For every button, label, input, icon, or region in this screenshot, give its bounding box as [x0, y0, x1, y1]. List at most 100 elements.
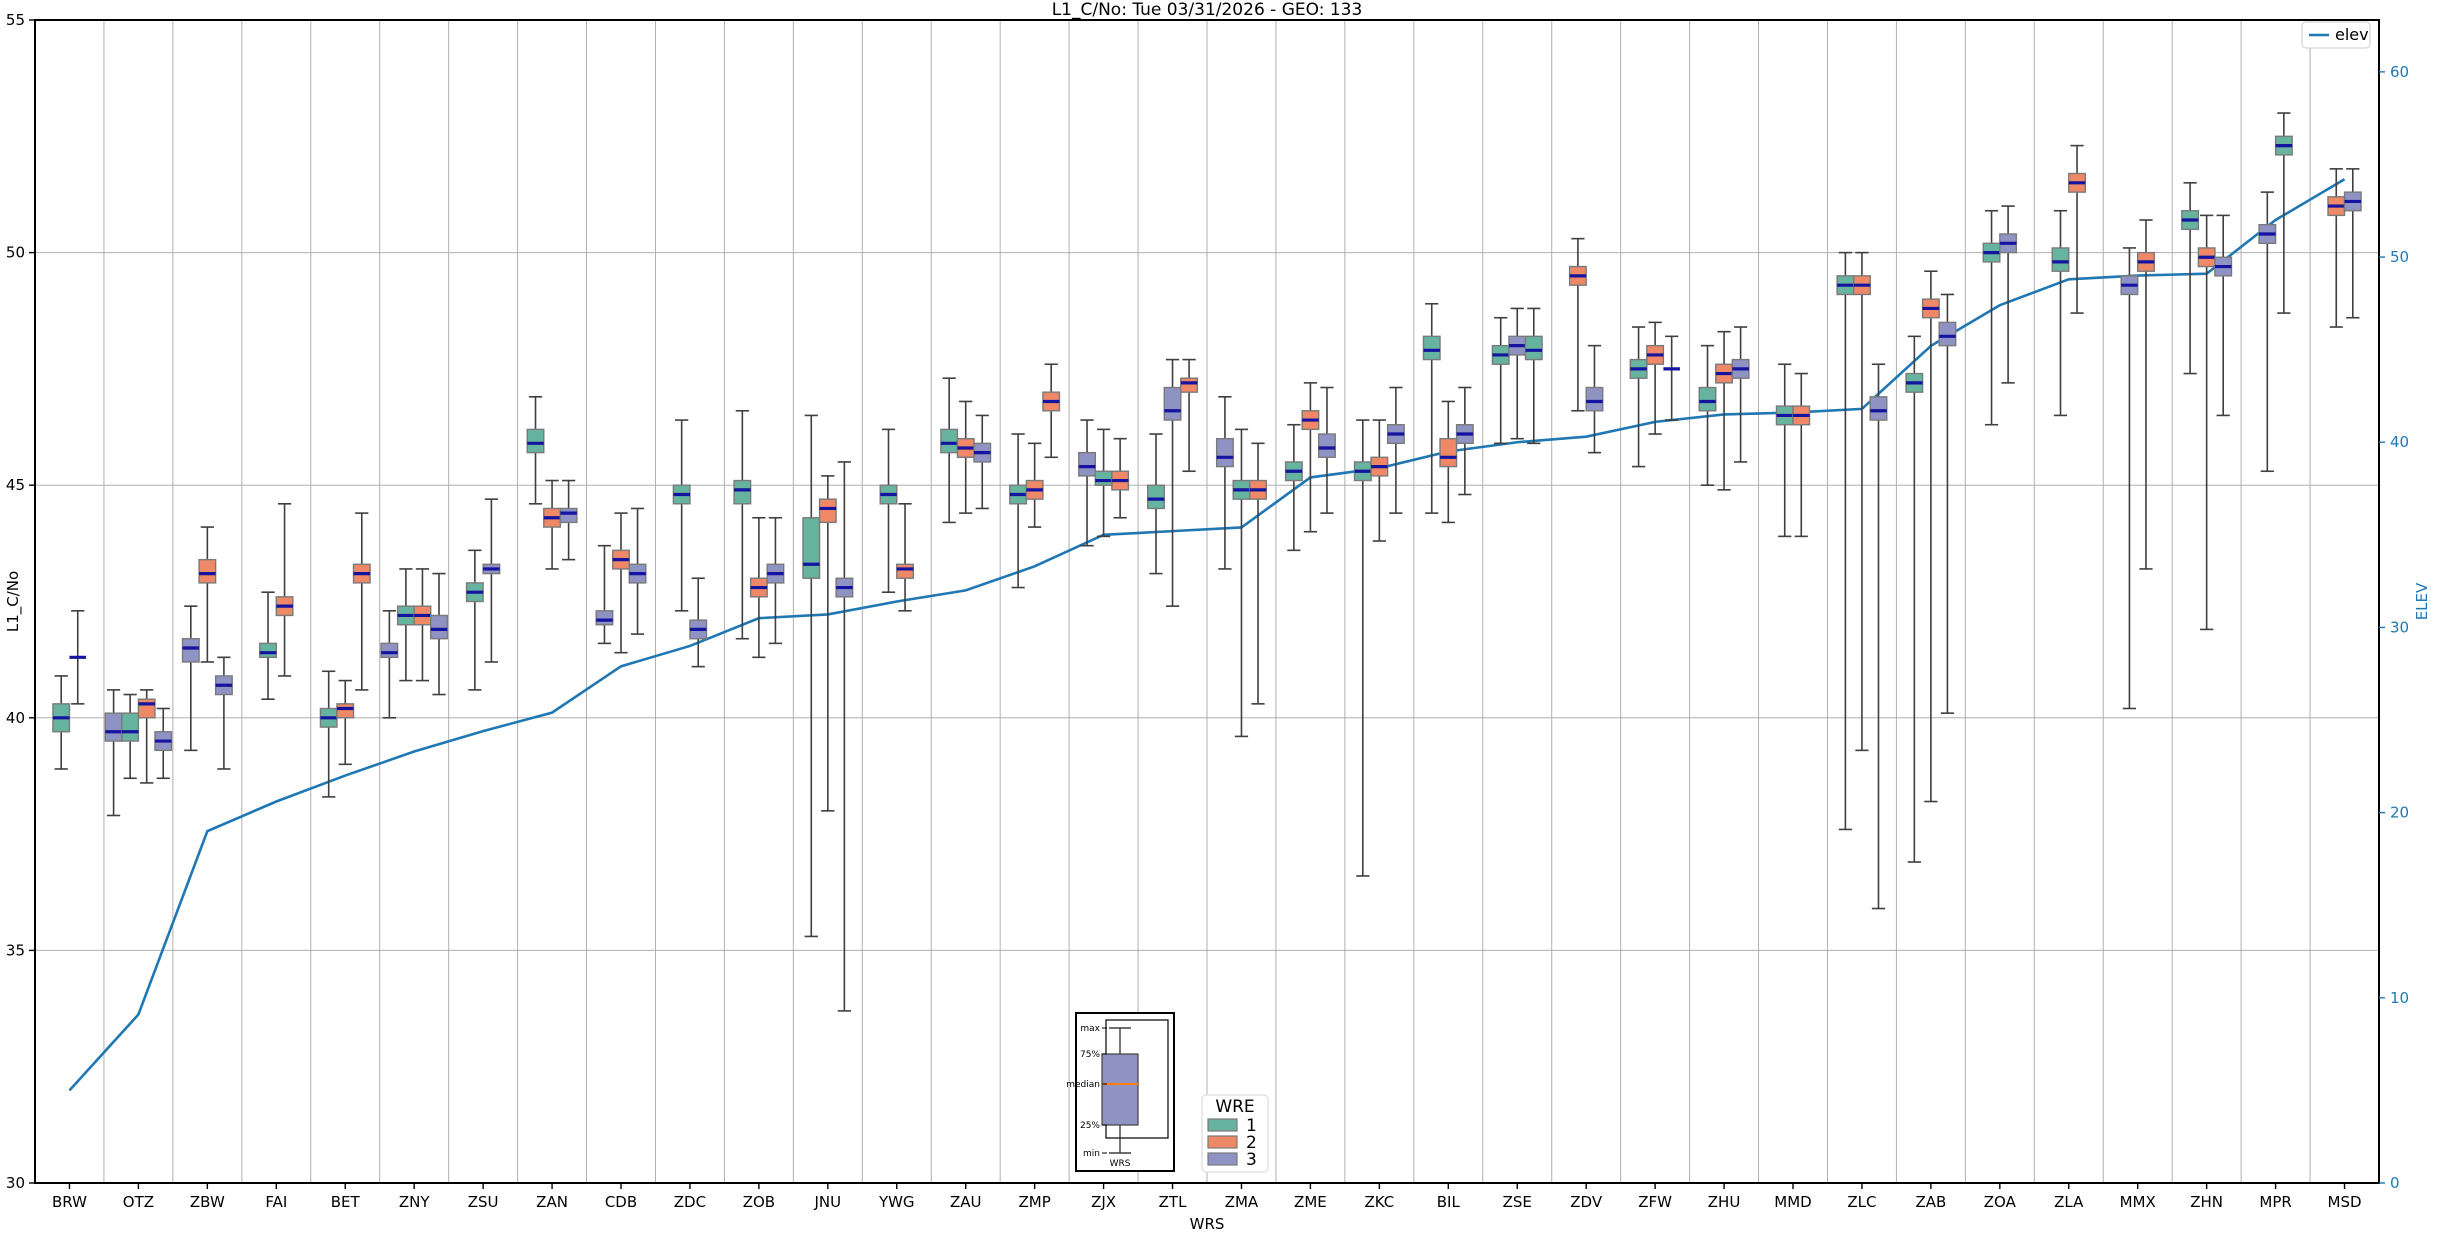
- wre-legend-title: WRE: [1215, 1097, 1254, 1117]
- inset-tick-label: 25%: [1080, 1121, 1100, 1131]
- box-rect: [595, 610, 614, 626]
- box-plot-item: [1009, 433, 1028, 589]
- box-plot-item: [1147, 433, 1165, 575]
- y-tick-label-right: 20: [2390, 804, 2409, 822]
- box-plot-item: [1836, 251, 1855, 831]
- box-plot-item: [733, 409, 752, 640]
- y-tick-label-right: 10: [2390, 989, 2409, 1007]
- box-plot-item: [214, 656, 233, 770]
- x-tick-label: ZOB: [743, 1193, 775, 1211]
- box-plot-item: [940, 377, 959, 524]
- inset-boxplot-legend: max 75% median 25% min WRS: [1066, 1012, 1175, 1172]
- box-plot-item: [526, 396, 545, 505]
- box-rect: [181, 638, 200, 663]
- box-rect: [733, 479, 752, 505]
- wre-legend-swatch: [1207, 1135, 1238, 1149]
- box-plot-item: [1715, 330, 1734, 491]
- y-tick-label: 45: [6, 476, 25, 494]
- x-tick-label: ZJX: [1091, 1193, 1116, 1211]
- box-plot-item: [336, 679, 355, 766]
- y-tick-label-right: 40: [2390, 433, 2409, 451]
- box-plot-item: [1775, 363, 1794, 538]
- box-rect: [1938, 321, 1957, 347]
- inset-xlabel: WRS: [1110, 1159, 1131, 1169]
- box-plot-item: [380, 610, 399, 719]
- box-plot-item: [835, 461, 854, 1012]
- box-plot-item: [2181, 182, 2200, 375]
- box-rect: [802, 517, 821, 579]
- box-rect: [198, 558, 217, 584]
- wre-legend-swatch: [1207, 1118, 1238, 1132]
- chart-title: L1_C/No: Tue 03/31/2026 - GEO: 133: [1052, 0, 1363, 20]
- box-plot-item: [1905, 335, 1924, 863]
- x-tick-label: ZLA: [2054, 1193, 2084, 1211]
- box-rect: [121, 712, 140, 742]
- box-plot-item: [802, 414, 821, 938]
- box-rect: [559, 507, 578, 524]
- box-plot-item: [1078, 419, 1097, 547]
- x-tick-label: MSD: [2328, 1193, 2362, 1211]
- box-plot-item: [1508, 307, 1527, 440]
- box-plot-item: [672, 419, 691, 612]
- box-rect: [380, 642, 399, 659]
- box-plot-item: [52, 675, 71, 770]
- box-rect: [1585, 386, 1604, 412]
- axes-frame: [34, 19, 2380, 1184]
- box-rect: [1869, 396, 1888, 421]
- y-axis-title-right: ELEV: [2413, 582, 2431, 620]
- inset-tick-label: 75%: [1080, 1050, 1100, 1060]
- box-plot-item: [319, 670, 338, 798]
- box-plot-item: [1524, 307, 1543, 445]
- box-rect: [1422, 335, 1441, 361]
- x-tick-label: ZDC: [674, 1193, 706, 1211]
- x-tick-label: ZAB: [1915, 1193, 1946, 1211]
- box-plot-item: [1370, 419, 1389, 542]
- box-plot-item: [352, 512, 371, 691]
- box-plot-item: [559, 479, 578, 561]
- box-rect: [1317, 433, 1336, 458]
- box-plot-item: [1698, 344, 1717, 487]
- box-rect: [1215, 437, 1234, 468]
- box-plot-item: [1284, 423, 1303, 552]
- wre-legend-label: 3: [1246, 1150, 1257, 1170]
- box-plot-item: [1439, 400, 1458, 524]
- wre-legend-swatch: [1207, 1152, 1238, 1166]
- box-plot-item: [137, 689, 156, 784]
- box-plot-item: [595, 544, 614, 645]
- x-tick-label: ZMA: [1225, 1193, 1259, 1211]
- box-plot-item: [1852, 251, 1871, 752]
- x-tick-label: ZAU: [950, 1193, 982, 1211]
- box-plot-item: [275, 503, 294, 677]
- x-tick-label: FAI: [265, 1193, 287, 1211]
- x-tick-label: BET: [331, 1193, 361, 1211]
- box-plot-item: [1646, 321, 1665, 435]
- x-tick-label: ZOA: [1984, 1193, 2017, 1211]
- elev-legend[interactable]: elev: [2301, 21, 2371, 49]
- y-tick-label: 30: [6, 1174, 25, 1192]
- box-plot-item: [1301, 382, 1320, 533]
- box-plot-item: [1111, 437, 1130, 519]
- x-tick-label: ZME: [1294, 1193, 1327, 1211]
- x-tick-label: ZFW: [1638, 1193, 1672, 1211]
- y-tick-label: 50: [6, 244, 25, 262]
- elev-line-series: [68, 178, 2346, 1092]
- x-tick-label: ZBW: [190, 1193, 225, 1211]
- box-plot-item: [1163, 358, 1182, 607]
- box-plot-item: [956, 400, 975, 514]
- y-axis-title: L1_C/No: [4, 571, 23, 632]
- x-tick-label: ZHU: [1708, 1193, 1741, 1211]
- box-rect: [336, 703, 355, 719]
- inset-tick-label: median: [1066, 1080, 1100, 1090]
- box-plot-item: [1629, 326, 1648, 468]
- box-plot-item: [879, 428, 898, 593]
- box-plot-item: [2051, 209, 2070, 417]
- x-tick-label: ZDV: [1570, 1193, 1603, 1211]
- box-plot-item: [1731, 326, 1750, 463]
- box-plot-item: [2258, 191, 2277, 473]
- box-plot-item: [749, 516, 768, 659]
- x-tick-label: CDB: [605, 1193, 637, 1211]
- box-plot-item: [973, 414, 992, 510]
